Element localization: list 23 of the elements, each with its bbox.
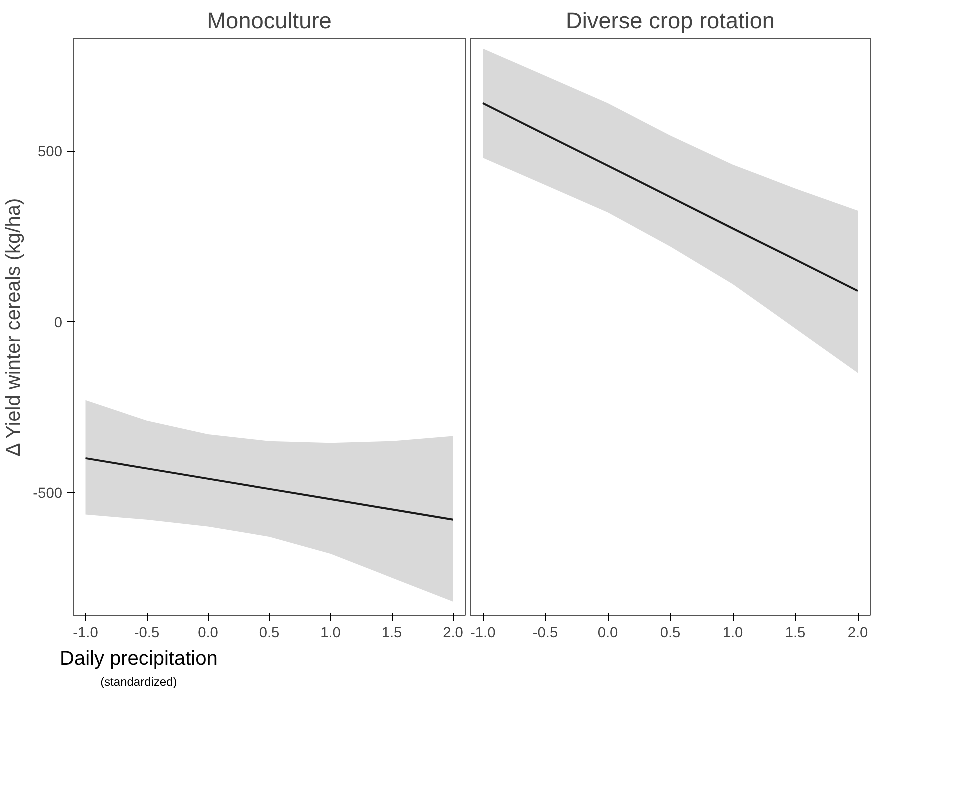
x-tick-label: -0.5 (134, 626, 160, 642)
y-axis-title: Δ Yield winter cereals (kg/ha) (3, 198, 26, 457)
x-tick-label: 2.0 (848, 626, 868, 642)
x-tick-label: 0.0 (198, 626, 218, 642)
y-tick-label: 0 (54, 315, 63, 332)
x-tick-label: 1.5 (785, 626, 806, 642)
x-tick-label: 1.0 (722, 626, 744, 642)
x-axis-title: Daily precipitation (60, 647, 218, 672)
x-tick-label: 2.0 (443, 626, 464, 642)
x-tick-label: 0.5 (259, 626, 280, 642)
x-tick-label: 0.5 (660, 626, 681, 642)
x-tick-label: -0.5 (532, 626, 558, 642)
chart-title: Diverse crop rotation (566, 8, 776, 34)
y-tick-label: -500 (33, 486, 63, 502)
x-tick-label: 1.0 (320, 626, 341, 642)
x-tick-label: 1.5 (382, 626, 402, 642)
line-series (84, 457, 454, 521)
x-tick-label: -1.0 (73, 626, 98, 642)
chart-title: Monoculture (207, 8, 332, 34)
text: (standardized) (100, 674, 178, 691)
x-tick-label: 0.0 (598, 626, 618, 642)
x-tick-label: -1.0 (470, 626, 496, 642)
y-tick-label: 500 (38, 144, 63, 161)
